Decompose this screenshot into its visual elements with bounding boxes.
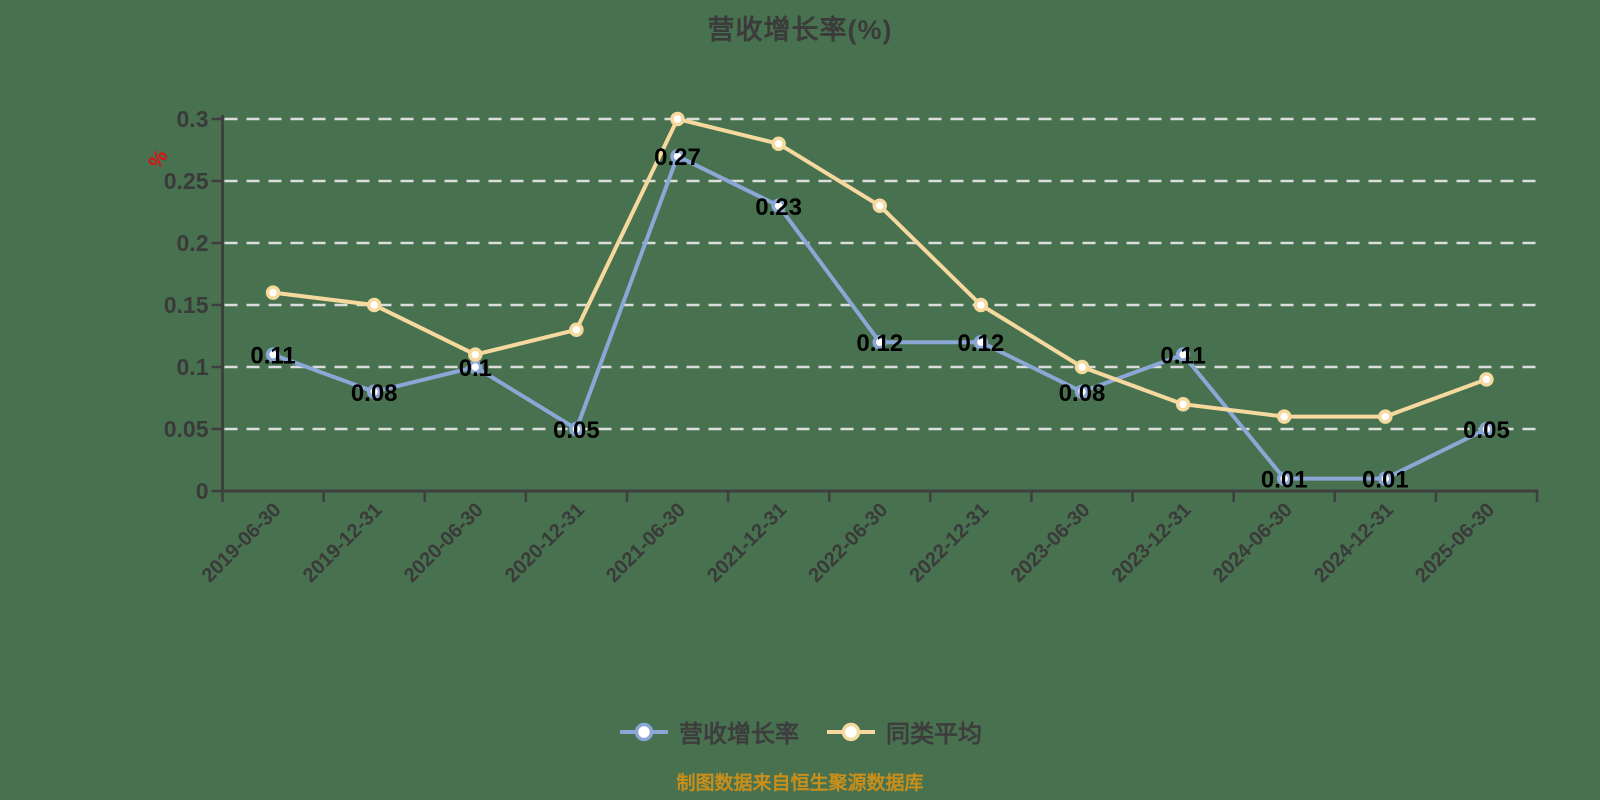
y-tick-label: 0.2 [177, 230, 209, 256]
data-point-marker [1175, 396, 1191, 412]
data-point-label: 0.01 [1362, 467, 1409, 494]
data-point-marker [366, 297, 382, 313]
chart-title: 营收增长率(%) [707, 15, 893, 45]
data-point-marker [872, 334, 887, 350]
data-point-marker [468, 347, 483, 362]
y-tick-label: 0.25 [164, 168, 209, 194]
x-tick-label: 2019-06-30 [198, 499, 286, 587]
x-tick-label: 2021-12-31 [703, 499, 791, 587]
y-tick-label: 0.3 [177, 106, 209, 132]
data-point-marker [265, 347, 281, 362]
data-point-marker [1074, 384, 1090, 400]
data-point-label: 0.01 [1261, 467, 1308, 494]
data-point-marker [1276, 409, 1292, 424]
y-tick-label: 0 [196, 478, 209, 504]
data-point-marker [1175, 347, 1191, 362]
legend-item-revenue-growth-rate[interactable]: 营收增长率 [618, 714, 799, 749]
data-point-label: 0.11 [1160, 343, 1205, 370]
data-point-marker [366, 384, 382, 400]
data-point-marker [1479, 421, 1494, 437]
data-point-marker [670, 148, 685, 164]
data-point-label: 0.23 [755, 194, 802, 221]
data-point-marker [569, 322, 584, 338]
data-point-marker [1378, 471, 1393, 486]
data-point-marker [872, 198, 887, 214]
data-point-label: 0.05 [1463, 417, 1510, 444]
data-point-label: 0.05 [553, 417, 600, 444]
y-tick-label: 0.15 [164, 292, 209, 318]
data-point-marker [670, 111, 685, 127]
x-tick-label: 2025-06-30 [1411, 499, 1499, 587]
data-point-label: 0.08 [351, 380, 398, 407]
data-point-label: 0.12 [958, 330, 1005, 357]
legend: 营收增长率 同类平均 [0, 714, 1600, 749]
data-point-marker [1378, 409, 1393, 424]
x-tick-label: 2024-12-31 [1310, 499, 1398, 587]
data-point-marker [1074, 359, 1090, 375]
data-point-marker [973, 297, 989, 313]
x-tick-label: 2022-12-31 [905, 499, 993, 587]
data-point-label: 0.08 [1059, 380, 1106, 407]
data-point-marker [973, 334, 989, 350]
x-tick-label: 2021-06-30 [602, 499, 690, 587]
data-source-note: 制图数据来自恒生聚源数据库 [676, 773, 924, 794]
x-tick-label: 2024-06-30 [1209, 499, 1297, 587]
x-tick-label: 2023-06-30 [1007, 499, 1095, 587]
x-tick-label: 2019-12-31 [299, 499, 387, 587]
y-tick-label: 0.1 [177, 354, 209, 380]
data-point-label: 0.12 [856, 330, 903, 357]
data-point-marker [569, 421, 584, 437]
x-tick-label: 2020-06-30 [400, 499, 488, 587]
data-point-marker [771, 198, 786, 214]
data-point-marker [265, 285, 281, 300]
legend-marker-line-circle-icon [620, 722, 668, 741]
legend-marker-line-circle-icon [827, 722, 875, 741]
legend-item-category-average[interactable]: 同类平均 [825, 714, 982, 749]
data-point-label: 0.1 [459, 355, 492, 382]
legend-label: 同类平均 [886, 721, 982, 748]
x-tick-label: 2023-12-31 [1108, 499, 1196, 587]
data-point-label: 0.11 [250, 343, 295, 370]
legend-label: 营收增长率 [679, 721, 799, 748]
x-tick-label: 2022-06-30 [804, 499, 892, 587]
data-point-marker [1276, 471, 1292, 486]
data-point-marker [771, 136, 786, 152]
x-tick-label: 2020-12-31 [501, 499, 589, 587]
data-point-label: 0.27 [654, 144, 701, 171]
data-point-marker [1479, 372, 1494, 387]
y-tick-label: 0.05 [164, 416, 209, 442]
